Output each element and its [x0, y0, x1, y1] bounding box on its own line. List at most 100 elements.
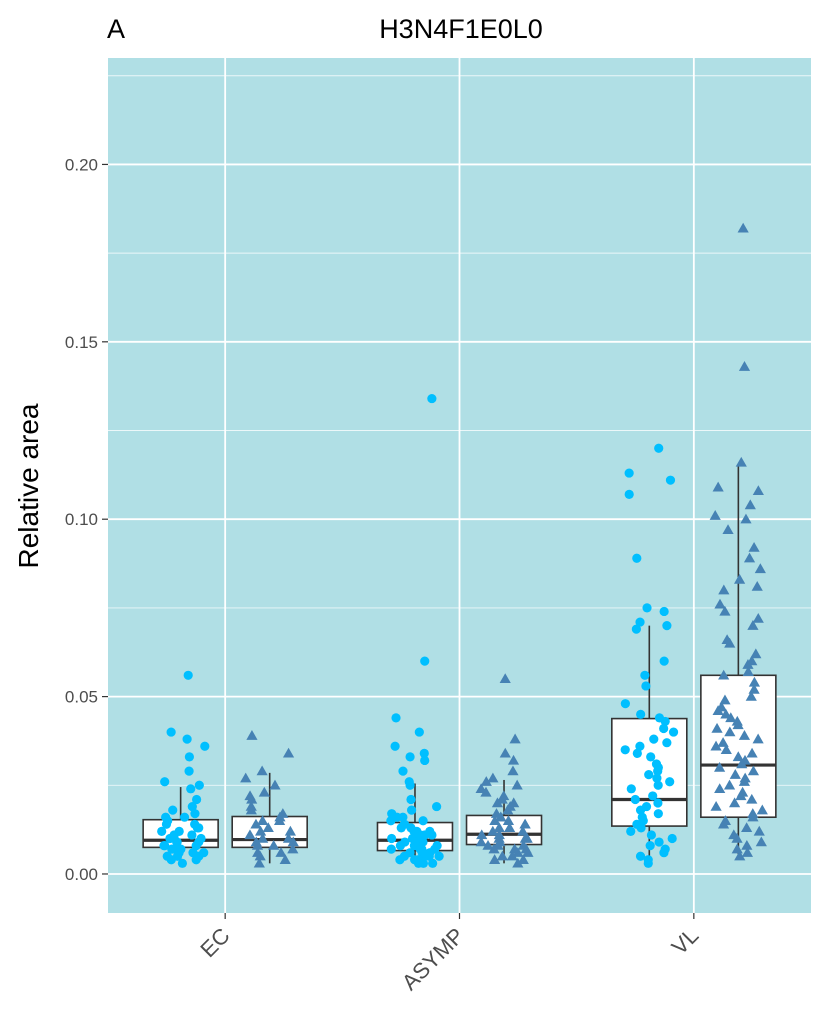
data-point-circle: [631, 624, 641, 634]
data-point-circle: [418, 816, 428, 826]
data-point-circle: [667, 833, 677, 844]
data-point-circle: [620, 745, 630, 755]
data-point-circle: [184, 752, 194, 762]
data-point-triangle: [507, 765, 519, 776]
data-point-triangle: [480, 786, 492, 797]
data-point-triangle: [718, 669, 730, 680]
data-point-triangle: [742, 666, 754, 676]
data-point-triangle: [724, 637, 736, 648]
data-point-triangle: [738, 730, 751, 740]
data-point-circle: [653, 766, 663, 776]
data-point-triangle: [282, 747, 295, 758]
data-point-circle: [636, 709, 646, 719]
data-point-triangle: [268, 839, 280, 850]
data-point-triangle: [504, 822, 516, 833]
data-point-triangle: [731, 832, 743, 843]
data-point-triangle: [752, 485, 764, 496]
data-point-triangle: [712, 705, 724, 715]
data-point-circle: [386, 816, 396, 826]
data-point-triangle: [255, 825, 267, 836]
data-point-triangle: [519, 818, 531, 829]
data-point-triangle: [746, 747, 758, 758]
data-point-triangle: [740, 513, 752, 524]
data-point-triangle: [251, 839, 264, 850]
data-point-triangle: [287, 843, 299, 854]
data-point-triangle: [748, 541, 760, 552]
data-point-triangle: [742, 659, 754, 669]
data-point-triangle: [729, 769, 741, 779]
data-point-triangle: [714, 598, 726, 609]
data-point-triangle: [748, 676, 761, 687]
data-point-circle: [177, 858, 187, 868]
data-point-circle: [643, 858, 653, 868]
data-point-circle: [161, 819, 172, 829]
data-point-circle: [626, 826, 636, 837]
data-point-triangle: [275, 847, 287, 857]
data-point-triangle: [747, 620, 759, 630]
data-point-triangle: [522, 847, 534, 857]
point-layer: [157, 222, 768, 868]
data-point-circle: [644, 770, 654, 780]
data-point-triangle: [476, 829, 488, 840]
data-point-triangle: [487, 772, 499, 783]
data-point-circle: [648, 791, 658, 801]
data-point-triangle: [254, 850, 266, 861]
data-point-circle: [406, 805, 417, 815]
data-point-triangle: [746, 793, 758, 804]
data-point-circle: [190, 809, 200, 819]
data-point-circle: [646, 830, 657, 840]
data-point-circle: [157, 826, 167, 837]
data-point-circle: [420, 830, 430, 840]
data-point-circle: [635, 741, 645, 751]
data-point-circle: [635, 617, 645, 627]
data-point-circle: [635, 805, 646, 815]
data-point-circle: [662, 738, 672, 748]
data-point-triangle: [246, 793, 258, 804]
data-point-triangle: [269, 779, 281, 790]
data-point-triangle: [489, 854, 501, 864]
data-point-circle: [194, 780, 204, 790]
data-point-circle: [654, 443, 664, 453]
data-point-circle: [646, 752, 656, 762]
data-point-circle: [620, 699, 630, 709]
grid-layer: [108, 58, 811, 913]
data-point-circle: [654, 837, 664, 847]
data-point-circle: [632, 553, 642, 563]
data-point-circle: [405, 752, 415, 762]
data-point-circle: [434, 851, 444, 861]
data-point-triangle: [732, 751, 744, 762]
data-point-triangle: [258, 786, 270, 797]
data-point-circle: [645, 840, 655, 851]
data-point-triangle: [724, 726, 736, 737]
data-point-circle: [652, 773, 662, 783]
data-point-circle: [200, 741, 210, 751]
data-point-triangle: [717, 818, 730, 829]
data-point-triangle: [284, 825, 296, 836]
data-point-circle: [391, 713, 401, 723]
y-tick-label: 0.10: [65, 510, 98, 529]
data-point-triangle: [480, 776, 492, 786]
data-point-triangle: [729, 797, 741, 808]
data-point-circle: [405, 780, 415, 790]
data-point-circle: [653, 809, 663, 819]
y-tick-label: 0.15: [65, 333, 98, 352]
data-point-triangle: [499, 747, 511, 758]
panel-tag: A: [107, 14, 125, 44]
data-point-circle: [192, 823, 203, 833]
data-point-triangle: [741, 822, 753, 833]
data-point-triangle: [512, 857, 524, 868]
data-point-triangle: [735, 790, 747, 801]
data-point-circle: [160, 777, 170, 787]
data-point-triangle: [709, 510, 721, 520]
data-point-circle: [432, 801, 442, 812]
y-tick-layer: 0.00 0.05 0.10 0.15 0.20: [65, 155, 108, 884]
data-point-triangle: [245, 804, 257, 815]
data-point-triangle: [712, 481, 724, 492]
data-point-triangle: [735, 456, 747, 467]
data-point-circle: [665, 777, 675, 787]
x-tick-label: EC: [195, 923, 234, 962]
data-point-triangle: [506, 850, 518, 861]
data-point-triangle: [244, 829, 256, 840]
data-point-circle: [187, 801, 197, 812]
